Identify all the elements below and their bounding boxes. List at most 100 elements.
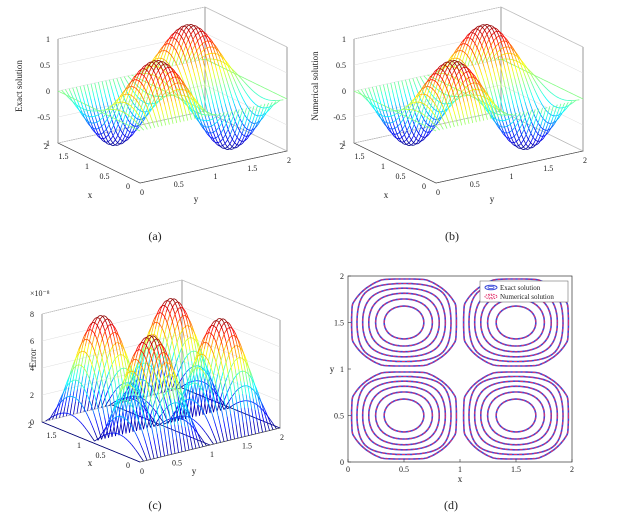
- surface-mesh-segment: [169, 91, 172, 94]
- surface-mesh-segment: [144, 68, 147, 70]
- surface-mesh-segment: [141, 101, 144, 107]
- surface-mesh-segment: [205, 347, 209, 358]
- surface-mesh-segment: [520, 131, 523, 137]
- surface-mesh-segment: [386, 98, 389, 106]
- surface-mesh-segment: [226, 68, 229, 74]
- surface-mesh-segment: [437, 83, 440, 87]
- surface-mesh-segment: [251, 89, 255, 92]
- surface-mesh-segment: [218, 54, 221, 57]
- surface-mesh-segment: [521, 139, 525, 143]
- z-tick-label: 6: [30, 337, 34, 346]
- surface-mesh-segment: [437, 128, 440, 131]
- surface-mesh-segment: [129, 93, 133, 100]
- surface-mesh-segment: [196, 48, 199, 51]
- surface-mesh-segment: [218, 378, 222, 387]
- surface-mesh-segment: [401, 135, 405, 138]
- surface-mesh-segment: [403, 132, 406, 136]
- surface-mesh-segment: [504, 135, 507, 138]
- surface-mesh-segment: [470, 38, 473, 41]
- surface-mesh-segment: [506, 118, 509, 120]
- surface-mesh-segment: [212, 353, 216, 360]
- surface-mesh-segment: [223, 321, 226, 326]
- surface-mesh-segment: [76, 104, 79, 107]
- surface-mesh-segment: [199, 95, 202, 103]
- surface-mesh-segment: [468, 71, 472, 76]
- surface-mesh-segment: [450, 64, 454, 68]
- surface-mesh-segment: [106, 101, 110, 109]
- surface-mesh-segment: [126, 114, 130, 121]
- surface-mesh-segment: [228, 401, 231, 414]
- surface-mesh-segment: [244, 139, 247, 141]
- surface-mesh-segment: [406, 144, 409, 146]
- surface-mesh-segment: [262, 86, 265, 89]
- surface-mesh-segment: [464, 69, 468, 74]
- surface-mesh-segment: [515, 52, 519, 56]
- surface-mesh-segment: [202, 118, 205, 124]
- surface-mesh-segment: [523, 139, 526, 144]
- surface-mesh-segment: [101, 96, 104, 104]
- surface-mesh-segment: [430, 87, 434, 93]
- surface-mesh-segment: [461, 50, 464, 53]
- surface-mesh-segment: [255, 105, 258, 111]
- surface-mesh-segment: [242, 79, 245, 82]
- surface-mesh-segment: [164, 84, 167, 87]
- surface-mesh-segment: [475, 34, 479, 38]
- surface-mesh-segment: [246, 368, 250, 378]
- surface-mesh-segment: [228, 350, 232, 355]
- surface-mesh-segment: [170, 317, 174, 326]
- surface-mesh-segment: [160, 311, 164, 319]
- surface-mesh-segment: [407, 141, 410, 144]
- surface-mesh-segment: [208, 347, 212, 358]
- surface-mesh-segment: [161, 313, 165, 316]
- surface-mesh-segment: [444, 106, 448, 111]
- surface-mesh-segment: [94, 115, 97, 117]
- surface-mesh-segment: [227, 82, 230, 89]
- surface-mesh-segment: [123, 122, 126, 125]
- surface-mesh-segment: [234, 142, 237, 145]
- surface-mesh-segment: [418, 111, 421, 113]
- surface-mesh-segment: [416, 121, 419, 123]
- surface-mesh-segment: [461, 47, 464, 53]
- surface-mesh-segment: [440, 64, 443, 66]
- surface-mesh-segment: [223, 330, 227, 335]
- surface-mesh-segment: [169, 94, 173, 102]
- surface-mesh-segment: [164, 103, 167, 111]
- surface-mesh-segment: [82, 102, 85, 105]
- surface-mesh-segment: [249, 131, 252, 135]
- surface-mesh-segment: [101, 116, 104, 119]
- surface-mesh-segment: [176, 36, 179, 41]
- surface-mesh-segment: [160, 50, 163, 52]
- surface-mesh-segment: [424, 109, 427, 116]
- x-tick-label: 0: [126, 182, 130, 191]
- surface-mesh-segment: [195, 355, 199, 360]
- surface-mesh-segment: [167, 314, 171, 322]
- surface-mesh-segment: [140, 347, 144, 354]
- surface-mesh-segment: [178, 75, 181, 79]
- surface-mesh-segment: [165, 306, 169, 313]
- surface-mesh-segment: [497, 126, 500, 130]
- surface-mesh-segment: [242, 136, 245, 141]
- surface-mesh-segment: [194, 61, 198, 69]
- surface-mesh-segment: [131, 88, 134, 95]
- surface-mesh-segment: [77, 101, 80, 106]
- surface-mesh-segment: [128, 125, 131, 127]
- surface-mesh-segment: [535, 75, 538, 77]
- surface-mesh-segment: [506, 39, 510, 43]
- surface-mesh-segment: [144, 113, 147, 118]
- surface-mesh-segment: [188, 96, 191, 99]
- surface-mesh-segment: [165, 47, 168, 53]
- surface-mesh-segment: [204, 114, 207, 121]
- surface-mesh-segment: [232, 146, 235, 149]
- surface-mesh-segment: [164, 363, 168, 374]
- surface-mesh-segment: [486, 39, 490, 44]
- surface-mesh-segment: [177, 41, 181, 46]
- surface-mesh-segment: [465, 94, 469, 102]
- surface-mesh-segment: [416, 140, 419, 144]
- surface-mesh-segment: [106, 143, 109, 145]
- surface-mesh-segment: [193, 109, 196, 114]
- surface-mesh-segment: [106, 107, 109, 110]
- surface-mesh-segment: [236, 357, 240, 370]
- surface-mesh-segment: [466, 34, 469, 37]
- surface-mesh-segment: [212, 123, 215, 126]
- surface-mesh-segment: [496, 28, 499, 31]
